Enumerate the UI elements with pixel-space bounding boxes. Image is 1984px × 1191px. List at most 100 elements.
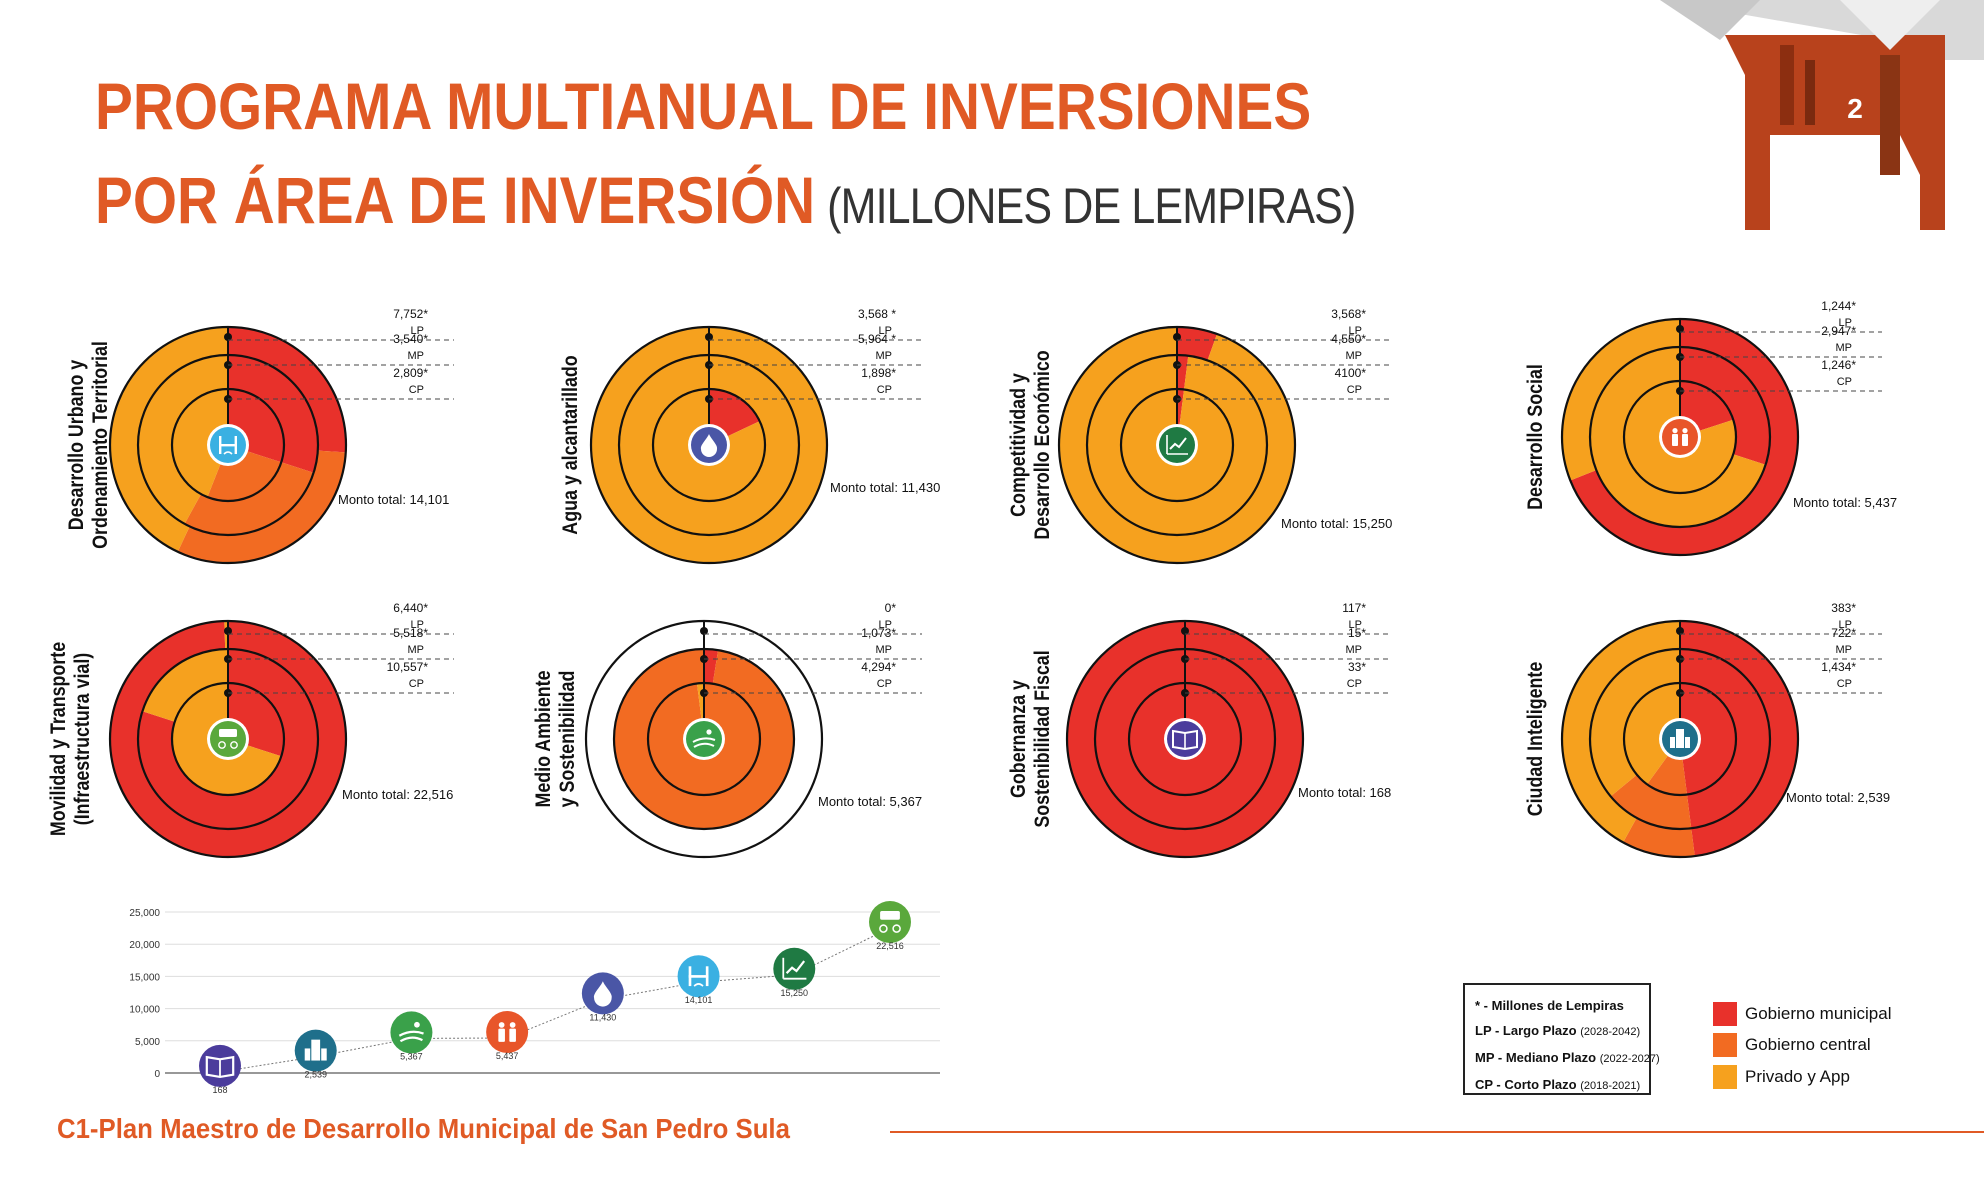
- page-title-line-2: POR ÁREA DE INVERSIÓN (MILLONES DE LEMPIR…: [95, 160, 1356, 246]
- donut-category-title-line: Desarrollo Económico: [1031, 350, 1055, 539]
- donut-term-label-CP: CP: [1837, 678, 1852, 690]
- page-title-line-1: PROGRAMA MULTIANUAL DE INVERSIONES: [95, 69, 1312, 143]
- donut-value-label-CP: 4100*: [1335, 366, 1367, 380]
- donut-term-label-MP: MP: [408, 350, 425, 362]
- icon-shape: [509, 1022, 516, 1028]
- donut-category-title-line: Sostenibilidad Fiscal: [1031, 650, 1055, 827]
- donut-value-label-CP: 33*: [1348, 660, 1366, 674]
- icon-shape: [1685, 737, 1690, 748]
- people-icon: [1662, 419, 1698, 455]
- legend-label-privado: Privado y App: [1745, 1067, 1850, 1086]
- line-chart-data-label: 22,516: [876, 941, 904, 951]
- icon-shape: [1676, 729, 1684, 748]
- icon-shape: [1670, 737, 1675, 748]
- icon-shape: [219, 444, 237, 447]
- donut-value-label-CP: 1,434*: [1821, 660, 1856, 674]
- donut-slice-MP-municipal: [228, 355, 318, 473]
- donut-value-label-LP: 6,440*: [393, 601, 428, 615]
- donut-marker-dot-LP: [1676, 627, 1684, 635]
- donut-term-label-LP: LP: [1349, 325, 1362, 337]
- line-chart-point: 5,437: [486, 1010, 529, 1061]
- donut-category-title: Movilidad y Transporte (Infraestructura v…: [47, 642, 95, 836]
- donut-value-label-LP: 3,568 *: [858, 307, 896, 321]
- donut-value-label-LP: 0*: [885, 601, 897, 615]
- donut-slice-LP-central: [1623, 817, 1695, 857]
- transport-icon: [210, 721, 246, 757]
- smart-city-icon-glyph: [1670, 729, 1690, 748]
- icon-shape: [398, 1030, 424, 1037]
- donut-slice-MP-privado: [1087, 355, 1268, 535]
- donut-slice-CP-municipal: [228, 683, 284, 757]
- donut-slice-MP-municipal: [1680, 649, 1771, 829]
- line-chart-point: 14,101: [677, 955, 720, 1005]
- icon-shape: [311, 1039, 321, 1061]
- donut-category-title: Agua y alcantarillado: [559, 355, 583, 534]
- donut-term-label-LP: LP: [411, 619, 424, 631]
- landscape-icon-glyph: [692, 729, 716, 748]
- line-chart-data-label: 15,250: [781, 988, 809, 998]
- line-chart-ytick-label: 5,000: [135, 1037, 160, 1048]
- donut-slice-MP-municipal: [1680, 347, 1770, 465]
- donut-total-label: Monto total: 15,250: [1281, 516, 1392, 531]
- icon-shape: [593, 981, 612, 1007]
- donut-value-label-MP: 4,550*: [1331, 332, 1366, 346]
- donut-slice-MP-central: [614, 649, 795, 829]
- icon-shape: [399, 1036, 423, 1043]
- donut-slice-CP-privado: [172, 389, 228, 498]
- donut-value-label-LP: 3,568*: [1331, 307, 1366, 321]
- line-chart-ytick-label: 0: [154, 1069, 160, 1080]
- donut-category-title-line: Ordenamiento Territorial: [89, 341, 113, 549]
- donut-total-label: Monto total: 11,430: [830, 480, 940, 495]
- donut-marker-dot-LP: [224, 333, 232, 341]
- line-chart-ytick-label: 10,000: [129, 1005, 160, 1016]
- donut-chart-3: 3,568* LP4,550* MP 4100* CP Monto total: 15,2…: [1007, 307, 1392, 565]
- donut-value-label-MP: 15*: [1348, 626, 1366, 640]
- donut-term-label-LP: LP: [1839, 619, 1852, 631]
- donut-category-title: Desarrollo Urbano y Ordenamiento Territor…: [65, 341, 113, 549]
- donut-chart-4: 1,244* LP2,947* MP 1,246* CP Monto total: 5,4…: [1524, 299, 1897, 557]
- line-chart-data-label: 168: [212, 1085, 227, 1095]
- donut-term-label-LP: LP: [879, 325, 892, 337]
- donut-slice-CP-central: [1647, 755, 1688, 795]
- donut-term-label-MP: MP: [876, 350, 893, 362]
- legend-note-3: MP - Mediano Plazo (2022-2027): [1475, 1050, 1660, 1065]
- donut-term-label-MP: MP: [1346, 350, 1363, 362]
- line-chart-point: 22,516: [869, 900, 911, 951]
- donut-value-label-LP: 7,752*: [393, 307, 428, 321]
- donut-chart-2: 3,568 * LP5,964 * MP 1,898* CP Monto total: 1…: [559, 307, 940, 565]
- donut-chart-1: 7,752* LP3,540* MP 2,809* CP Monto total: 14,…: [65, 307, 454, 565]
- donut-term-label-MP: MP: [408, 644, 425, 656]
- legend-item-municipal: Gobierno municipal: [1713, 1002, 1891, 1026]
- donut-slice-MP-privado: [138, 355, 228, 524]
- donut-total-label: Monto total: 5,367: [818, 794, 922, 809]
- donut-category-title-line: Medio Ambiente: [532, 670, 556, 807]
- donut-value-label-CP: 4,294*: [861, 660, 896, 674]
- corner-grey-shape-b: [1660, 0, 1760, 40]
- donut-slice-CP-municipal: [1680, 381, 1734, 431]
- donut-category-title-line: Desarrollo Urbano y: [65, 360, 89, 531]
- donut-slice-CP-privado: [653, 389, 765, 502]
- donut-term-label-MP: MP: [876, 644, 893, 656]
- donut-slice-LP-privado: [110, 327, 228, 552]
- growth-chart-icon-glyph: [1166, 435, 1188, 455]
- icon-shape: [1682, 434, 1688, 446]
- donut-value-label-MP: 2,947*: [1821, 324, 1856, 338]
- donut-term-label-MP: MP: [1346, 644, 1363, 656]
- donut-slice-MP-privado: [142, 649, 228, 722]
- footer-text: C1-Plan Maestro de Desarrollo Municipal …: [57, 1113, 790, 1144]
- line-chart-data-label: 5,437: [496, 1051, 519, 1061]
- icon-shape: [509, 1028, 516, 1042]
- legend-item-central: Gobierno central: [1713, 1033, 1871, 1057]
- line-chart-data-label: 5,367: [400, 1051, 423, 1061]
- donut-term-label-MP: MP: [1836, 342, 1853, 354]
- icon-shape: [223, 451, 233, 455]
- donut-slice-CP-privado: [1624, 381, 1736, 494]
- donut-category-title-line: (Infraestructura vial): [71, 653, 95, 825]
- donut-term-label-CP: CP: [1347, 384, 1362, 396]
- icon-shape: [688, 975, 709, 978]
- transport-icon-glyph: [218, 729, 238, 749]
- legend-swatch-privado: [1713, 1065, 1737, 1089]
- water-infrastructure-icon-glyph: [219, 436, 237, 455]
